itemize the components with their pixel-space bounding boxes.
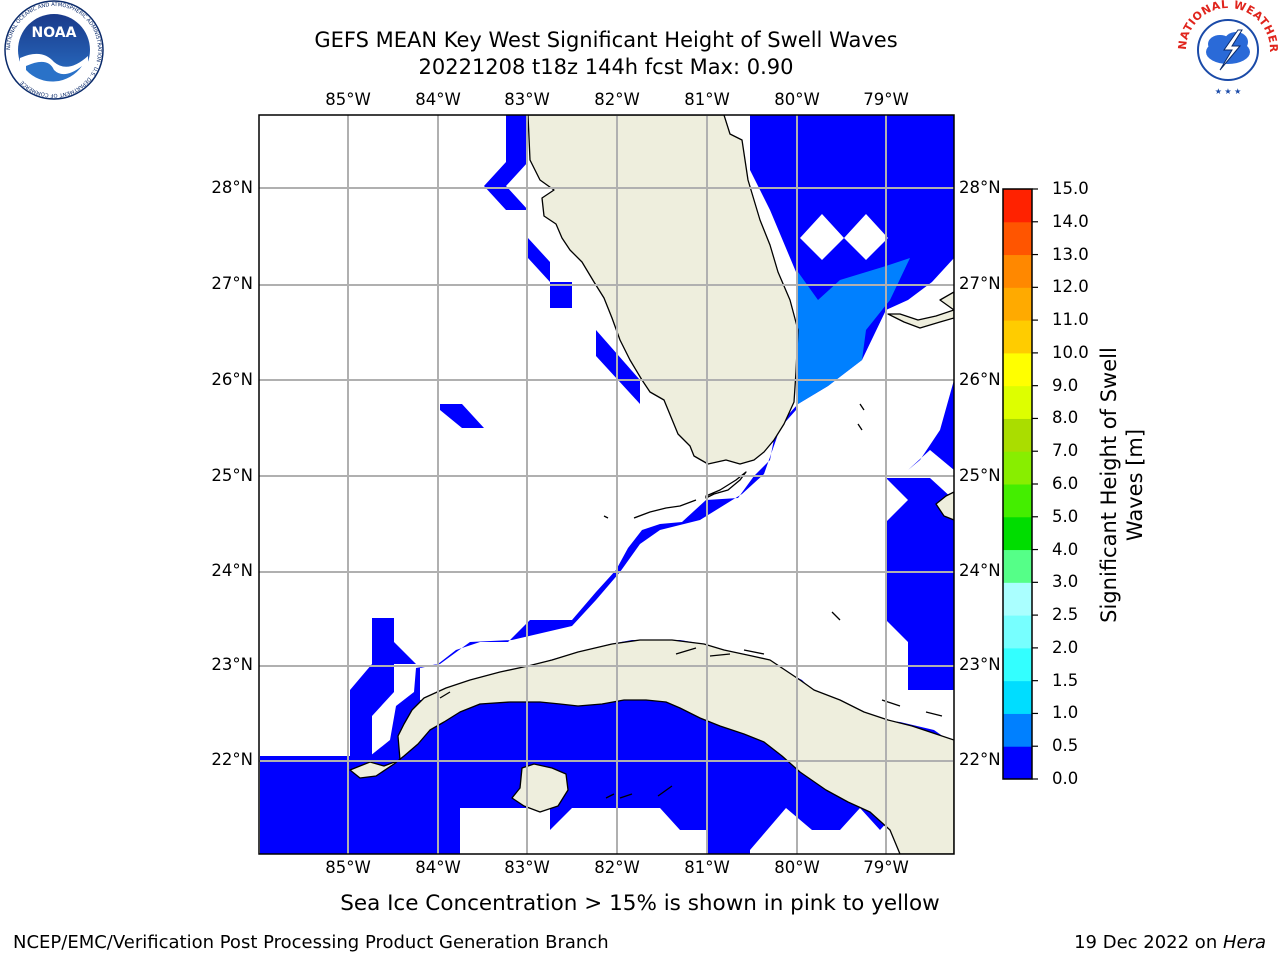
- sea-ice-note: Sea Ice Concentration > 15% is shown in …: [340, 891, 940, 916]
- lon-tick-top: 85°W: [325, 90, 371, 109]
- nws-logo: NATIONAL WEATHER SERVICE ★ ★ ★: [1171, 0, 1280, 100]
- small-islands: [439, 403, 943, 799]
- lon-tick-bottom: 85°W: [325, 858, 371, 877]
- colorbar-tick-label: 12.0: [1052, 277, 1089, 297]
- colorbar-tick-label: 1.0: [1052, 703, 1079, 723]
- colorbar-label-line2: Waves [m]: [1123, 428, 1147, 542]
- andros: [935, 491, 954, 521]
- colorbar-tick-label: 8.0: [1052, 408, 1079, 428]
- footer-date-text: 19 Dec 2022 on: [1074, 932, 1223, 953]
- colorbar-segment: [1003, 287, 1032, 321]
- chart-title: GEFS MEAN Key West Significant Height of…: [314, 28, 898, 52]
- colorbar-label: Significant Height of Swell Waves [m]: [1072, 285, 1172, 685]
- lon-tick-top: 84°W: [415, 90, 461, 109]
- colorbar-segment: [1003, 189, 1032, 223]
- colorbar-tick-label: 9.0: [1052, 375, 1079, 395]
- colorbar-segment: [1003, 385, 1032, 419]
- lat-tick-left: 24°N: [211, 561, 253, 580]
- colorbar-segment: [1003, 582, 1032, 616]
- colorbar-segment: [1003, 713, 1032, 747]
- footer-date: 19 Dec 2022 on Hera: [1074, 932, 1266, 954]
- colorbar-tick-label: 1.5: [1052, 670, 1079, 690]
- grand-bahama: [887, 309, 954, 329]
- colorbar-tick-label: 10.0: [1052, 342, 1089, 362]
- lat-tick-right: 24°N: [959, 561, 1001, 580]
- colorbar-tick-label: 14.0: [1052, 211, 1089, 231]
- lon-tick-bottom: 82°W: [594, 858, 640, 877]
- colorbar-segment: [1003, 254, 1032, 288]
- colorbar-segment: [1003, 484, 1032, 518]
- footer-credit: NCEP/EMC/Verification Post Processing Pr…: [13, 932, 609, 953]
- lat-tick-left: 22°N: [211, 750, 253, 769]
- colorbar: [1002, 188, 1038, 780]
- lat-tick-left: 27°N: [211, 274, 253, 293]
- colorbar-label-line1: Significant Height of Swell: [1097, 347, 1121, 623]
- lon-tick-bottom: 81°W: [684, 858, 730, 877]
- colorbar-segment: [1003, 320, 1032, 354]
- colorbar-segment: [1003, 549, 1032, 583]
- lat-tick-right: 28°N: [959, 178, 1001, 197]
- colorbar-tick-label: 4.0: [1052, 539, 1079, 559]
- lat-tick-right: 26°N: [959, 370, 1001, 389]
- colorbar-segment: [1003, 352, 1032, 387]
- map-frame: [258, 114, 955, 855]
- colorbar-tick-label: 11.0: [1052, 310, 1089, 330]
- colorbar-tick-label: 5.0: [1052, 506, 1079, 526]
- lon-tick-top: 82°W: [594, 90, 640, 109]
- colorbar-segment: [1003, 680, 1032, 714]
- colorbar-tick-label: 13.0: [1052, 244, 1089, 264]
- colorbar-tick-label: 15.0: [1052, 179, 1089, 198]
- lon-tick-bottom: 83°W: [504, 858, 550, 877]
- noaa-logo: NOAA NATIONAL OCEANIC AND ATMOSPHERIC AD…: [2, 0, 106, 100]
- swell-0.5-1.0-field: [798, 258, 910, 404]
- lat-tick-left: 25°N: [211, 466, 253, 485]
- lon-tick-bottom: 79°W: [863, 858, 909, 877]
- lat-tick-left: 28°N: [211, 178, 253, 197]
- lon-tick-top: 79°W: [863, 90, 909, 109]
- lat-tick-right: 25°N: [959, 466, 1001, 485]
- lat-tick-right: 27°N: [959, 274, 1001, 293]
- colorbar-tick-label: 3.0: [1052, 572, 1079, 592]
- lat-tick-left: 26°N: [211, 370, 253, 389]
- lat-tick-left: 23°N: [211, 655, 253, 674]
- lon-tick-top: 83°W: [504, 90, 550, 109]
- colorbar-tick-label: 0.0: [1052, 769, 1079, 788]
- map-panel: [258, 114, 955, 855]
- lat-tick-right: 22°N: [959, 750, 1001, 769]
- abaco: [939, 291, 954, 311]
- colorbar-tick-label: 2.0: [1052, 637, 1079, 657]
- colorbar-tick-label: 0.5: [1052, 736, 1079, 756]
- colorbar-tick-label: 2.5: [1052, 605, 1079, 625]
- colorbar-segment: [1003, 516, 1032, 551]
- colorbar-segment: [1003, 647, 1032, 682]
- lon-tick-top: 81°W: [684, 90, 730, 109]
- colorbar-tick-label: 6.0: [1052, 474, 1079, 493]
- colorbar-segment: [1003, 746, 1032, 780]
- noaa-logo-text: NOAA: [32, 25, 77, 41]
- florida: [527, 115, 799, 465]
- lon-tick-top: 80°W: [774, 90, 820, 109]
- lon-tick-bottom: 80°W: [774, 858, 820, 877]
- colorbar-tick-label: 7.0: [1052, 441, 1079, 461]
- cuba: [349, 639, 954, 854]
- svg-text:★ ★ ★: ★ ★ ★: [1215, 87, 1242, 96]
- footer-host: Hera: [1222, 932, 1266, 953]
- lon-tick-bottom: 84°W: [415, 858, 461, 877]
- colorbar-segment: [1003, 451, 1032, 485]
- colorbar-segment: [1003, 615, 1032, 649]
- graticule: [259, 115, 954, 854]
- colorbar-segment: [1003, 221, 1032, 256]
- colorbar-segment: [1003, 418, 1032, 452]
- lat-tick-right: 23°N: [959, 655, 1001, 674]
- chart-subtitle: 20221208 t18z 144h fcst Max: 0.90: [418, 55, 794, 79]
